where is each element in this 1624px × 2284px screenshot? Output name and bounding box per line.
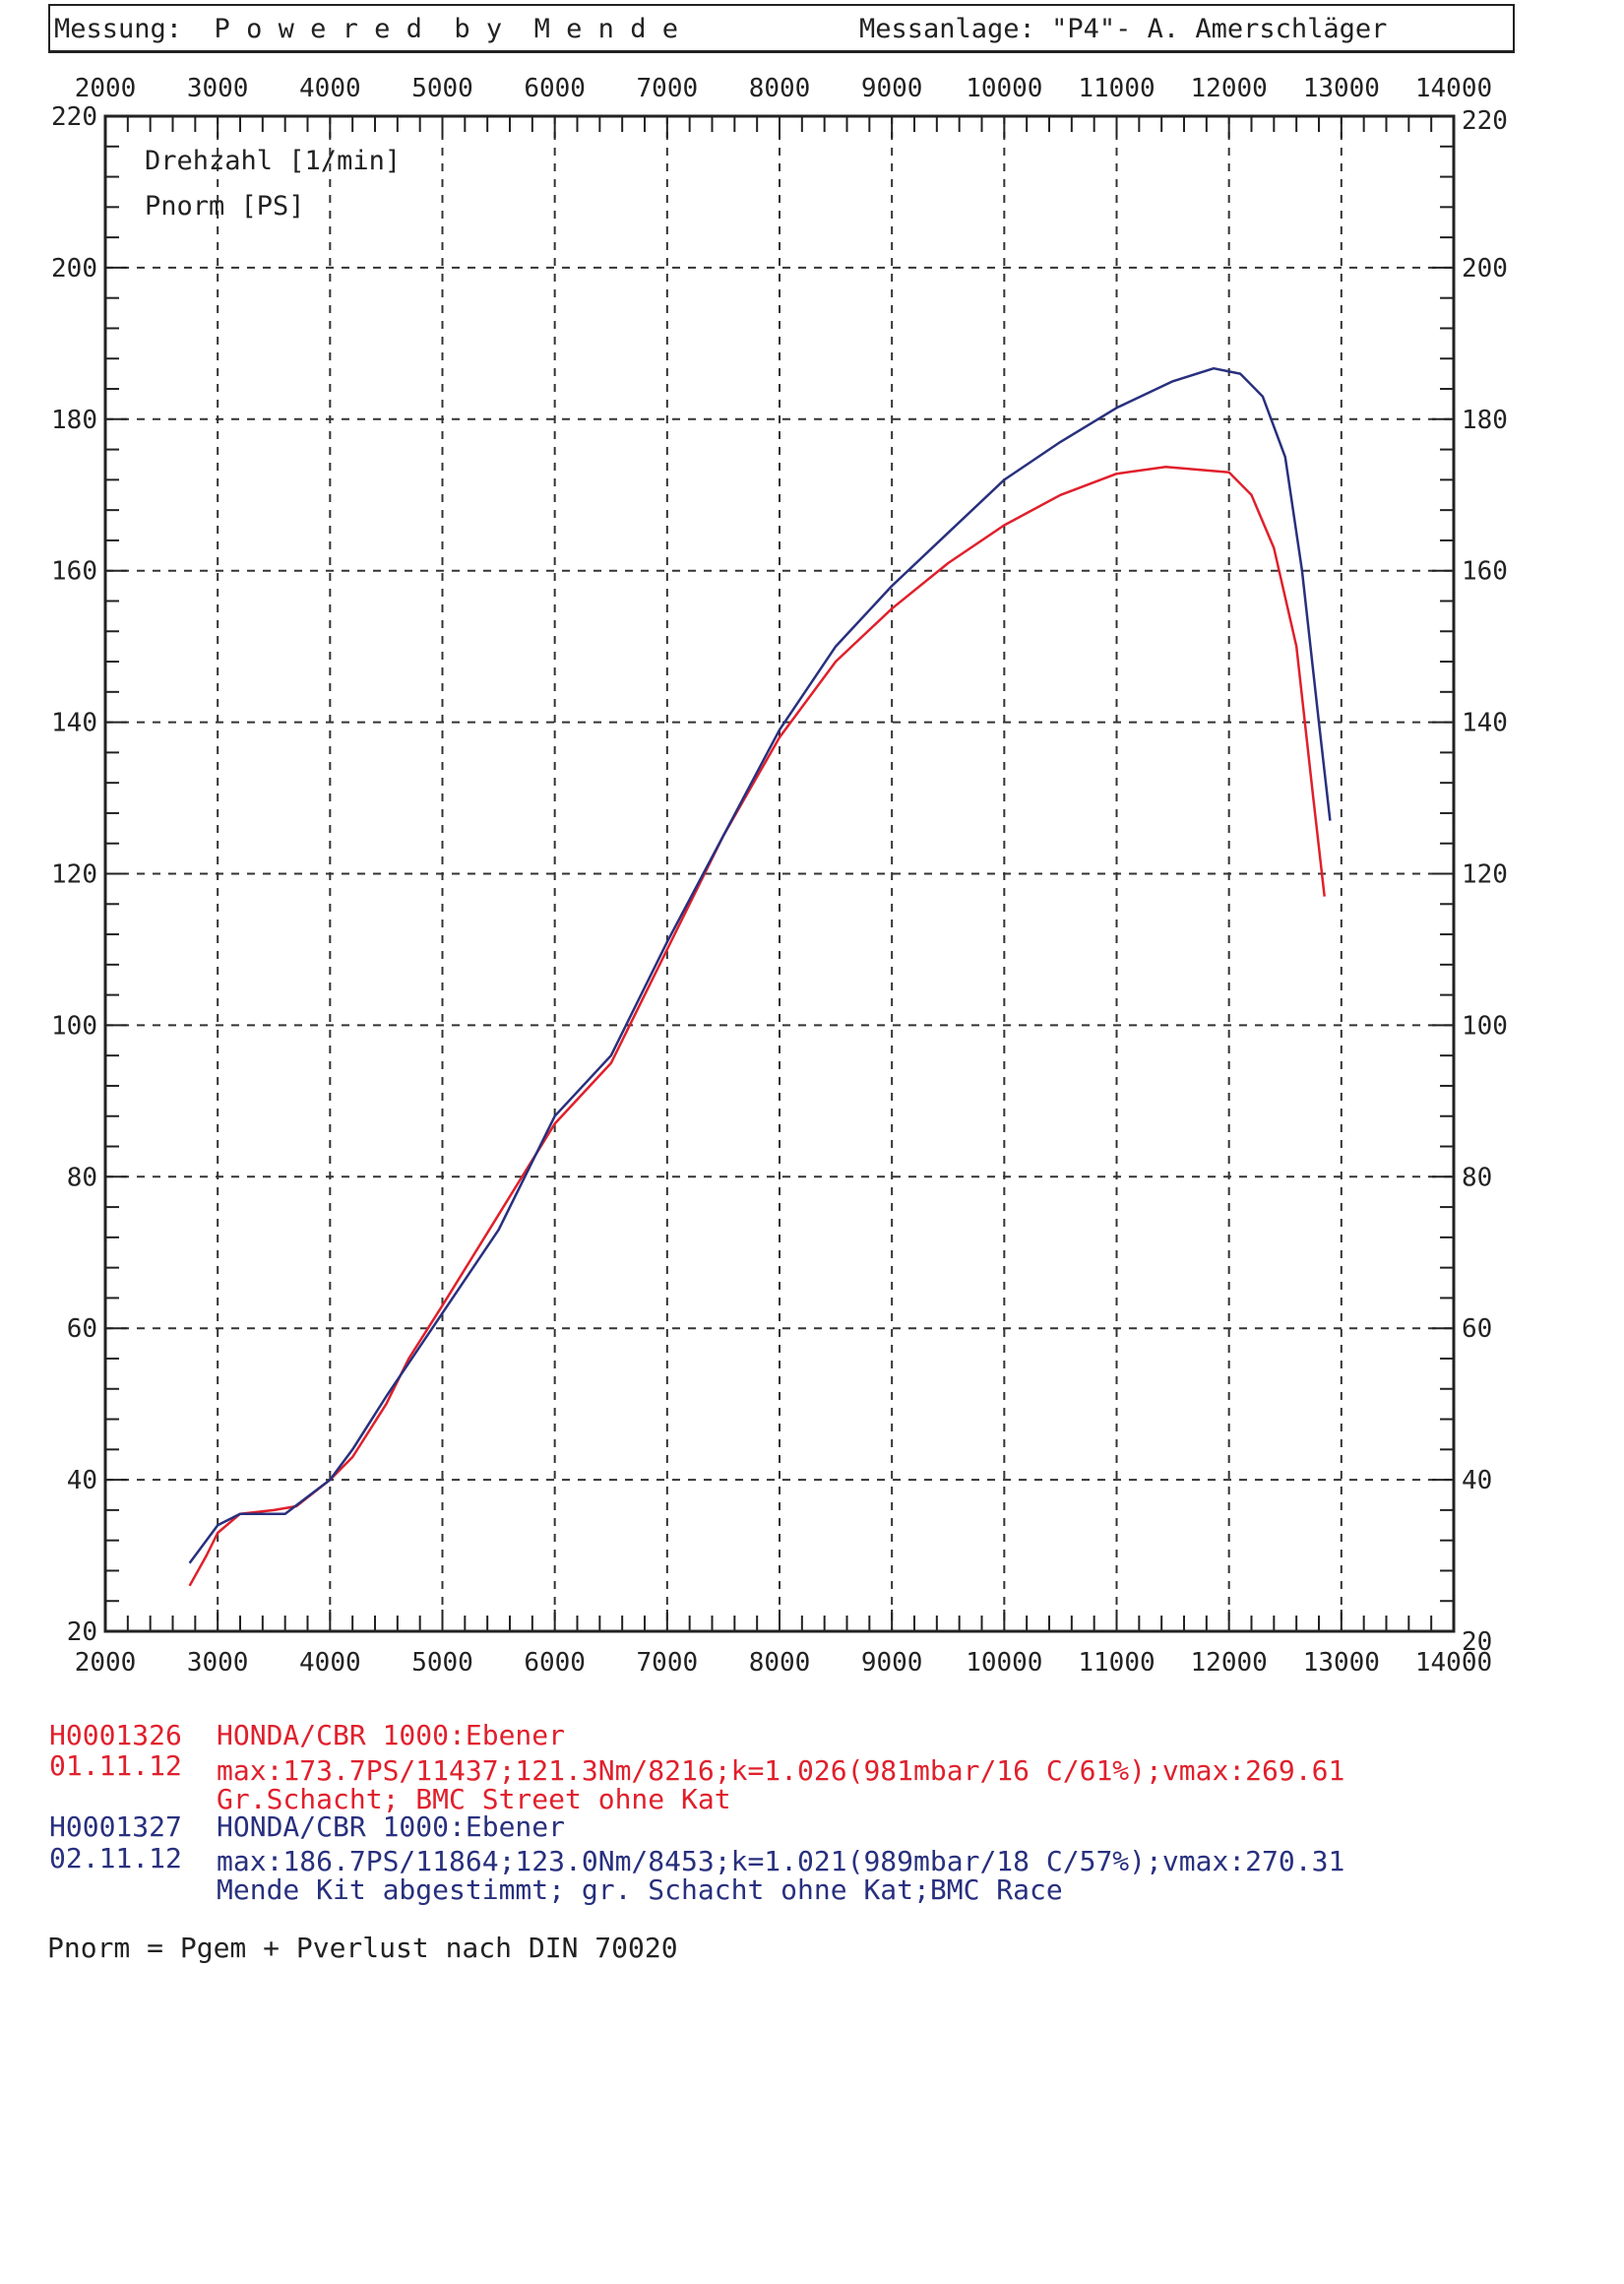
x-tick-label-bottom: 2000: [75, 1648, 137, 1678]
x-tick-label-bottom: 12000: [1191, 1648, 1268, 1678]
legend-run1-stats: max:173.7PS/11437;121.3Nm/8216;k=1.026(9…: [217, 1754, 1345, 1787]
y-tick-label-right: 60: [1462, 1314, 1492, 1344]
x-tick-label-top: 9000: [861, 74, 923, 103]
x-tick-label-bottom: 11000: [1078, 1648, 1155, 1678]
legend-run2-vehicle: HONDA/CBR 1000:Ebener: [217, 1810, 566, 1843]
y-tick-label-left: 120: [51, 860, 97, 890]
y-tick-label-right: 100: [1462, 1011, 1508, 1041]
ticks: [104, 115, 1455, 1632]
legend-run2-date: 02.11.12: [49, 1842, 182, 1874]
x-tick-label-top: 12000: [1191, 74, 1268, 103]
y-tick-label-right: 140: [1462, 709, 1508, 738]
x-tick-label-top: 10000: [966, 74, 1042, 103]
series-line-H0001326: [188, 466, 1326, 1587]
footnote: Pnorm = Pgem + Pverlust nach DIN 70020: [47, 1932, 678, 1964]
x-tick-label-top: 2000: [75, 74, 137, 103]
legend-run2-stats: max:186.7PS/11864;123.0Nm/8453;k=1.021(9…: [217, 1845, 1345, 1877]
legend-run1-note: Gr.Schacht; BMC Street ohne Kat: [217, 1783, 731, 1815]
facility-label: Messanlage: "P4"- A. Amerschläger: [859, 14, 1388, 44]
y-tick-label-left: 160: [51, 557, 97, 587]
tick-labels: 2000 2000 3000 3000 4000 4000 5000 5000 6000 6000…: [51, 74, 1508, 1678]
y-tick-label-right: 80: [1462, 1163, 1492, 1192]
x-tick-label-bottom: 7000: [637, 1648, 699, 1678]
y-tick-label-right: 180: [1462, 406, 1508, 435]
y-tick-label-left: 80: [67, 1163, 97, 1192]
x-tick-label-top: 6000: [524, 74, 586, 103]
x-tick-label-bottom: 4000: [299, 1648, 361, 1678]
y-tick-label-left: 20: [67, 1618, 97, 1647]
dyno-chart: 2000 2000 3000 3000 4000 4000 5000 5000 6000 6000…: [51, 74, 1508, 1678]
x-tick-label-top: 14000: [1415, 74, 1492, 103]
x-tick-label-bottom: 3000: [187, 1648, 249, 1678]
grid: [103, 114, 1456, 1633]
legend-run2-note: Mende Kit abgestimmt; gr. Schacht ohne K…: [217, 1873, 1063, 1906]
y-tick-label-left: 60: [67, 1314, 97, 1344]
y-tick-label-left: 220: [51, 102, 97, 132]
legend-run2-id: H0001327: [49, 1810, 182, 1843]
x-tick-label-bottom: 14000: [1415, 1648, 1492, 1678]
y-tick-label-right: 160: [1462, 557, 1508, 587]
legend-run1-vehicle: HONDA/CBR 1000:Ebener: [217, 1719, 566, 1751]
y-tick-label-right: 220: [1462, 106, 1508, 136]
x-tick-label-top: 4000: [299, 74, 361, 103]
legend-run1-id: H0001326: [49, 1719, 182, 1751]
x-tick-label-top: 13000: [1303, 74, 1380, 103]
y-tick-label-left: 140: [51, 709, 97, 738]
x-tick-label-top: 11000: [1078, 74, 1155, 103]
y-tick-label-left: 200: [51, 254, 97, 284]
x-tick-label-bottom: 5000: [411, 1648, 473, 1678]
y-tick-label-right: 200: [1462, 254, 1508, 284]
x-tick-label-bottom: 10000: [966, 1648, 1042, 1678]
x-tick-label-bottom: 8000: [749, 1648, 811, 1678]
y-tick-label-left: 100: [51, 1011, 97, 1041]
x-tick-label-bottom: 6000: [524, 1648, 586, 1678]
x-tick-label-top: 3000: [187, 74, 249, 103]
x-tick-label-top: 8000: [749, 74, 811, 103]
header-box: Messung: P o w e r e d b y M e n d e Mes…: [48, 4, 1515, 53]
series-line-H0001327: [188, 366, 1332, 1564]
measurement-label: Messung: P o w e r e d b y M e n d e: [54, 14, 678, 44]
series-lines: [188, 366, 1332, 1587]
x-tick-label-bottom: 13000: [1303, 1648, 1380, 1678]
y-tick-label-right: 120: [1462, 860, 1508, 890]
y-tick-label-right: 20: [1462, 1627, 1492, 1657]
x-tick-label-top: 7000: [637, 74, 699, 103]
x-tick-label-top: 5000: [411, 74, 473, 103]
y-tick-label-left: 180: [51, 406, 97, 435]
legend-run1-date: 01.11.12: [49, 1749, 182, 1782]
y-axis-label: Pnorm [PS]: [145, 191, 305, 222]
x-tick-label-bottom: 9000: [861, 1648, 923, 1678]
y-tick-label-left: 40: [67, 1466, 97, 1495]
y-tick-label-right: 40: [1462, 1466, 1492, 1495]
x-axis-label: Drehzahl [1/min]: [145, 146, 401, 176]
